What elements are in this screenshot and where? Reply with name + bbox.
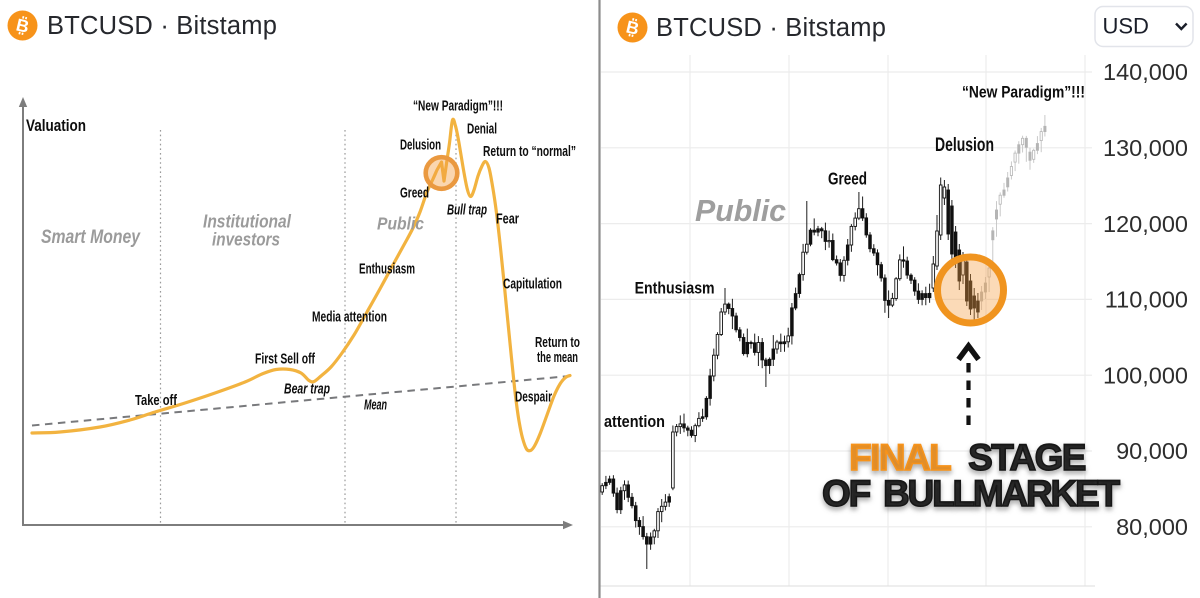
svg-text:Mean: Mean — [364, 397, 387, 414]
svg-text:B: B — [14, 15, 31, 37]
svg-text:the mean: the mean — [537, 349, 578, 366]
svg-text:110,000: 110,000 — [1105, 287, 1188, 313]
svg-text:“New Paradigm”!!!: “New Paradigm”!!! — [413, 98, 503, 115]
svg-text:90,000: 90,000 — [1116, 438, 1188, 464]
svg-text:Enthusiasm: Enthusiasm — [635, 278, 715, 297]
svg-text:Greed: Greed — [400, 185, 429, 202]
svg-text:Public: Public — [377, 214, 424, 234]
svg-text:Bear trap: Bear trap — [284, 381, 330, 398]
svg-text:Return to “normal”: Return to “normal” — [483, 143, 576, 160]
svg-text:investors: investors — [212, 229, 280, 250]
svg-text:Valuation: Valuation — [26, 116, 86, 135]
svg-text:Smart Money: Smart Money — [41, 227, 141, 248]
svg-text:Delusion: Delusion — [400, 137, 441, 154]
svg-text:Greed: Greed — [828, 169, 867, 189]
svg-text:“New Paradigm”!!!: “New Paradigm”!!! — [962, 83, 1085, 102]
svg-text:140,000: 140,000 — [1103, 59, 1188, 85]
svg-text:BTCUSD · Bitstamp: BTCUSD · Bitstamp — [47, 12, 277, 40]
svg-text:B: B — [624, 17, 641, 39]
svg-text:Public: Public — [695, 193, 786, 228]
svg-text:Return to: Return to — [535, 334, 580, 351]
svg-text:BTCUSD · Bitstamp: BTCUSD · Bitstamp — [656, 14, 886, 42]
svg-text:Enthusiasm: Enthusiasm — [359, 261, 415, 278]
svg-text:attention: attention — [604, 412, 665, 431]
svg-text:USD: USD — [1103, 14, 1149, 39]
svg-text:First Sell off: First Sell off — [255, 351, 316, 368]
svg-text:Denial: Denial — [467, 121, 497, 138]
svg-text:Despair: Despair — [515, 389, 552, 406]
svg-text:100,000: 100,000 — [1103, 362, 1188, 388]
svg-text:Take off: Take off — [135, 392, 178, 409]
svg-text:Capitulation: Capitulation — [503, 276, 562, 293]
svg-text:Institutional: Institutional — [203, 211, 292, 232]
svg-text:130,000: 130,000 — [1103, 135, 1188, 161]
svg-text:Delusion: Delusion — [935, 135, 994, 156]
svg-text:Fear: Fear — [496, 211, 519, 228]
svg-text:Bull trap: Bull trap — [447, 202, 487, 219]
svg-text:120,000: 120,000 — [1103, 211, 1188, 237]
svg-text:Media attention: Media attention — [312, 309, 387, 326]
svg-text:80,000: 80,000 — [1116, 514, 1188, 540]
